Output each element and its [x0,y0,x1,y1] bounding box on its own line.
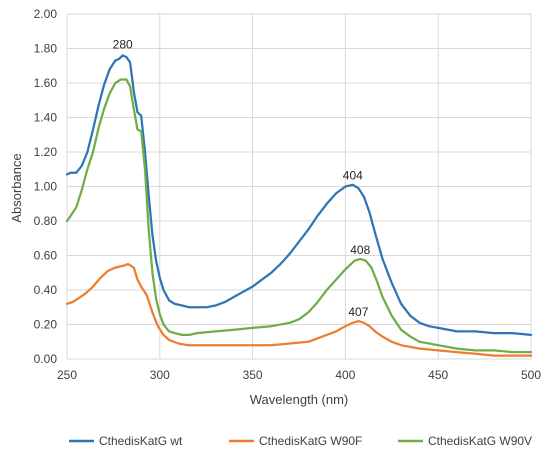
legend-label: CthedisKatG W90V [428,434,532,448]
grid-lines [66,13,532,360]
x-tick-label: 250 [57,368,77,382]
peak-label: 280 [113,38,133,52]
x-tick-label: 500 [521,368,541,382]
x-tick-label: 400 [335,368,355,382]
y-tick-label: 0.80 [34,214,58,228]
peak-label: 407 [348,305,368,319]
y-tick-label: 1.20 [34,145,58,159]
peak-label: 404 [343,169,363,183]
x-tick-label: 350 [243,368,263,382]
x-axis-title: Wavelength (nm) [250,392,349,407]
legend-label: CthedisKatG W90F [259,434,362,448]
y-tick-label: 0.00 [34,352,58,366]
x-tick-label: 450 [428,368,448,382]
axes: 0.00 0.20 0.40 0.60 0.80 1.00 1.20 1.40 1.60 1.80… [34,7,542,382]
x-tick-label: 300 [150,368,170,382]
y-tick-label: 1.60 [34,76,58,90]
y-tick-label: 1.40 [34,111,58,125]
y-tick-label: 1.80 [34,42,58,56]
y-tick-label: 0.60 [34,249,58,263]
series-line-1 [65,54,533,337]
y-axis-title: Absorbance [9,153,24,222]
legend: CthedisKatG wt CthedisKatG W90F CthedisKat… [69,434,532,448]
y-tick-label: 1.00 [34,180,58,194]
series-line-2 [65,262,533,357]
data-series [65,54,533,357]
series-line-3 [65,78,533,354]
peak-annotations: 280 404 408 407 [113,38,371,319]
legend-label: CthedisKatG wt [99,434,183,448]
y-tick-label: 2.00 [34,7,58,21]
y-tick-label: 0.40 [34,283,58,297]
peak-label: 408 [350,243,370,257]
y-tick-label: 0.20 [34,318,58,332]
